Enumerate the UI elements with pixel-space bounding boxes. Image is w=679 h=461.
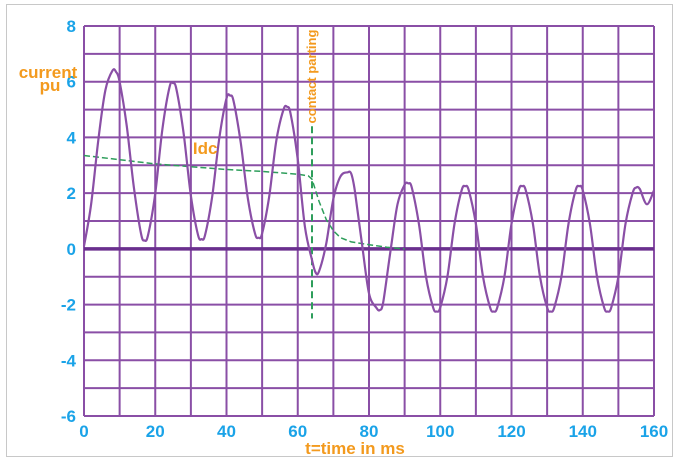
x-tick-label: 80 [360,422,379,441]
current-series-line [82,68,656,313]
annotation-idc: Idc [193,139,218,158]
y-tick-label: -2 [61,296,76,315]
x-tick-label: 0 [79,422,88,441]
x-tick-label: 160 [640,422,668,441]
y-tick-label: 4 [67,128,77,147]
y-tick-labels: -6 -4 -2 0 2 4 6 8 [61,17,77,426]
annotation-contact-parting: contact parting [304,30,319,124]
y-tick-label: 6 [67,73,76,92]
y-axis-label-line1: current [19,63,78,82]
y-tick-label: -6 [61,407,76,426]
y-tick-label: 2 [67,184,76,203]
y-tick-label: 8 [67,17,76,36]
y-axis-label-line2: pu [40,76,61,95]
series-layer [82,68,656,319]
x-tick-labels: 0 20 40 60 80 100 120 140 160 [79,422,668,441]
x-tick-label: 140 [569,422,597,441]
x-tick-label: 20 [146,422,165,441]
y-tick-label: -4 [61,351,77,370]
x-tick-label: 60 [288,422,307,441]
idc-series-line [83,154,405,250]
chart-frame [6,4,673,457]
x-tick-label: 120 [497,422,525,441]
x-tick-label: 40 [217,422,236,441]
y-tick-label: 0 [67,240,76,259]
x-axis-label: t=time in ms [305,439,405,458]
x-tick-label: 100 [426,422,454,441]
